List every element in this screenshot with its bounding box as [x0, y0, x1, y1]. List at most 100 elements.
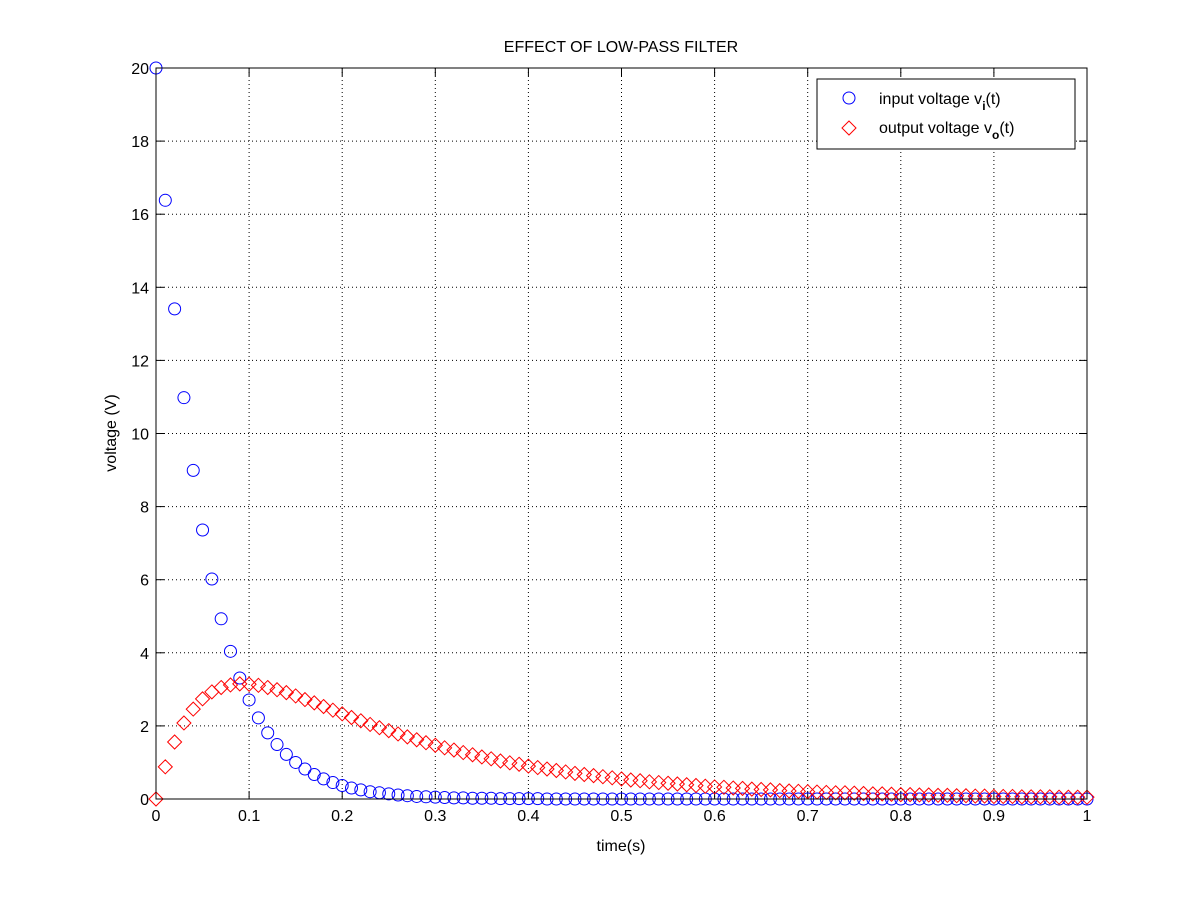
legend-marker-output [841, 120, 857, 136]
output-voltage-point [418, 735, 434, 751]
input-voltage-point [428, 790, 442, 804]
output-voltage-point [287, 688, 304, 704]
input-voltage-point [279, 747, 293, 761]
input-voltage-point [400, 789, 414, 803]
output-voltage-point [194, 691, 211, 707]
y-axis-label: voltage (V) [103, 394, 120, 471]
y-tick-label: 0 [140, 792, 149, 809]
legend-label-input: input voltage vi(t) [879, 91, 1001, 113]
output-voltage-point [567, 765, 583, 782]
output-voltage-point [492, 753, 509, 769]
output-voltage-point [678, 777, 695, 793]
legend: input voltage vi(t) output voltage vo(t) [816, 78, 1076, 150]
input-voltage-point [391, 788, 405, 802]
output-voltage-point [1079, 789, 1095, 805]
input-voltage-point [177, 391, 191, 405]
input-voltage-point [335, 778, 349, 792]
input-voltage-point [223, 644, 237, 658]
output-voltage-point [213, 679, 229, 696]
output-voltage-point [222, 677, 239, 693]
output-voltage-point [278, 684, 295, 701]
output-voltage-point [269, 682, 285, 698]
y-tick-label: 4 [140, 646, 149, 663]
input-voltage-point [354, 783, 368, 797]
input-voltage-point [345, 781, 359, 795]
input-voltage-point [419, 790, 433, 804]
y-tick-label: 6 [140, 573, 149, 590]
output-voltage-point [334, 706, 350, 722]
output-voltage-point [613, 771, 630, 787]
y-tick-label: 14 [131, 280, 149, 297]
output-voltage-point [530, 759, 546, 776]
x-tick-label: 0.3 [424, 808, 446, 825]
output-voltage-point [641, 774, 658, 790]
output-voltage-point [539, 761, 555, 777]
chart-title: EFFECT OF LOW-PASS FILTER [504, 39, 738, 56]
output-voltage-point [660, 775, 676, 791]
input-voltage-point [242, 693, 256, 707]
output-voltage-point [241, 676, 257, 692]
input-voltage-point [456, 791, 470, 805]
output-voltage-point [381, 722, 397, 739]
y-tick-label: 20 [131, 61, 149, 78]
output-voltage-point [148, 791, 164, 807]
output-voltage-point [651, 774, 667, 791]
input-voltage-point [466, 791, 480, 805]
input-voltage-point [168, 302, 182, 316]
output-voltage-point [762, 782, 779, 798]
output-voltage-point [297, 691, 313, 708]
input-voltage-point [289, 755, 303, 769]
output-voltage-point [250, 677, 267, 694]
output-voltage-point [502, 755, 518, 771]
x-tick-label: 0.9 [983, 808, 1005, 825]
output-voltage-point [315, 698, 332, 715]
output-voltage-point [427, 737, 444, 753]
output-voltage-point [157, 759, 174, 775]
output-voltage-point [734, 780, 751, 797]
output-voltage-point [436, 740, 453, 756]
input-voltage-point [382, 787, 396, 801]
output-voltage-point [585, 767, 602, 784]
legend-marker-input [842, 91, 856, 105]
input-voltage-point [186, 463, 200, 477]
output-voltage-point [343, 709, 360, 726]
output-voltage-point [520, 758, 537, 774]
x-tick-label: 0.6 [703, 808, 725, 825]
output-voltage-point [260, 679, 276, 696]
output-voltage-point [455, 744, 471, 761]
x-tick-label: 0.1 [238, 808, 260, 825]
input-voltage-point [363, 785, 377, 799]
axes-frame [155, 67, 1088, 800]
input-voltage-point [447, 791, 461, 805]
output-voltage-point [306, 695, 322, 711]
input-voltage-point [307, 768, 321, 782]
output-voltage-point [474, 749, 490, 765]
x-tick-label: 0.2 [331, 808, 353, 825]
output-voltage-point [371, 720, 388, 736]
x-tick-label: 0.8 [890, 808, 912, 825]
output-voltage-point [185, 701, 201, 717]
output-voltage-point [408, 732, 425, 748]
input-voltage-point [438, 791, 452, 805]
output-voltage-point [483, 751, 499, 767]
legend-label-output: output voltage vo(t) [879, 120, 1014, 142]
input-voltage-point [317, 772, 331, 786]
output-voltage-point [548, 762, 565, 779]
y-tick-label: 18 [131, 134, 149, 151]
output-voltage-point [557, 764, 574, 780]
input-voltage-point [196, 523, 210, 537]
y-tick-label: 8 [140, 500, 149, 517]
output-voltage-point [511, 756, 527, 772]
plot-area [156, 68, 1087, 799]
output-voltage-point [390, 726, 406, 742]
output-voltage-point [166, 734, 183, 750]
output-voltage-point [464, 747, 481, 763]
input-voltage-point [158, 193, 172, 207]
input-voltage-point [475, 791, 489, 805]
x-tick-label: 1 [1083, 808, 1092, 825]
output-voltage-point [669, 776, 686, 792]
output-voltage-point [325, 702, 341, 718]
output-voltage-point [353, 713, 369, 729]
output-voltage-point [604, 770, 620, 786]
